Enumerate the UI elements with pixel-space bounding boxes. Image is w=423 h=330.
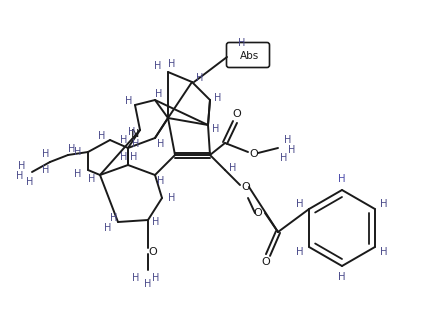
Text: H: H [212, 124, 220, 134]
Text: H: H [157, 139, 165, 149]
Text: H: H [284, 135, 292, 145]
Text: H: H [42, 165, 49, 175]
Text: H: H [74, 169, 82, 179]
Text: H: H [68, 144, 76, 154]
Text: H: H [154, 61, 162, 71]
Text: N: N [131, 129, 139, 139]
Text: H: H [16, 171, 24, 181]
Text: O: O [261, 257, 270, 267]
Text: H: H [42, 149, 49, 159]
Text: H: H [296, 199, 304, 209]
Text: O: O [250, 149, 258, 159]
Text: H: H [98, 131, 106, 141]
Text: H: H [168, 193, 176, 203]
Text: H: H [214, 93, 222, 103]
FancyBboxPatch shape [226, 43, 269, 68]
Text: H: H [229, 163, 237, 173]
Text: H: H [144, 279, 152, 289]
Text: H: H [152, 217, 160, 227]
Text: H: H [380, 199, 388, 209]
Text: H: H [104, 223, 112, 233]
Text: H: H [288, 145, 296, 155]
Text: H: H [338, 272, 346, 281]
Text: H: H [196, 73, 204, 83]
Text: H: H [120, 135, 128, 145]
Text: H: H [132, 273, 140, 283]
Text: H: H [110, 213, 118, 223]
Text: H: H [157, 176, 165, 186]
Text: O: O [242, 182, 250, 192]
Text: H: H [74, 147, 82, 157]
Text: H: H [155, 89, 163, 99]
Text: H: H [128, 127, 136, 137]
Text: H: H [380, 247, 388, 257]
Text: H: H [130, 152, 138, 162]
Text: H: H [125, 96, 133, 106]
Text: O: O [233, 109, 242, 119]
Text: H: H [18, 161, 26, 171]
Text: H: H [296, 247, 304, 257]
Text: H: H [168, 59, 176, 69]
Text: Abs: Abs [240, 51, 260, 61]
Text: O: O [148, 247, 157, 257]
Text: H: H [26, 177, 34, 187]
Text: H: H [120, 152, 128, 162]
Text: H: H [88, 174, 96, 184]
Text: H: H [152, 273, 160, 283]
Text: H: H [280, 153, 288, 163]
Text: H: H [338, 174, 346, 184]
Text: H: H [132, 139, 140, 149]
Text: O: O [254, 208, 262, 218]
Text: H: H [238, 38, 246, 48]
